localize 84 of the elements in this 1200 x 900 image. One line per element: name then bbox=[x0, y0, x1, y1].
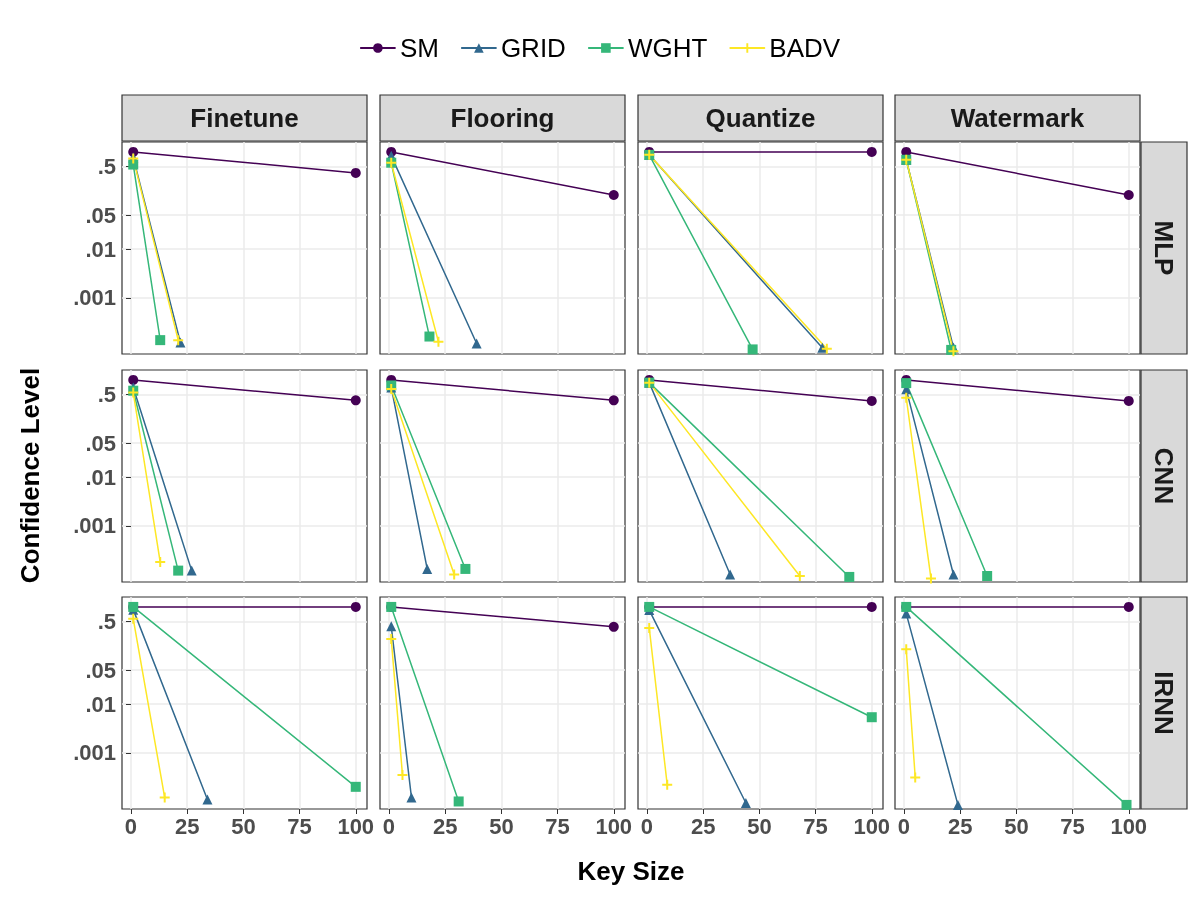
y-tick-label: .5 bbox=[97, 382, 116, 408]
x-tick-label: 75 bbox=[545, 813, 570, 839]
x-tick-label: 0 bbox=[897, 813, 911, 839]
x-tick-label: 100 bbox=[595, 813, 633, 839]
point bbox=[449, 569, 460, 580]
point bbox=[901, 392, 912, 403]
point bbox=[350, 395, 361, 406]
legend-label: GRID bbox=[500, 33, 566, 63]
chart-title: Flooring bbox=[450, 103, 555, 133]
point bbox=[794, 571, 805, 581]
y-tick-label: .01 bbox=[85, 464, 116, 490]
x-tick-label: 25 bbox=[947, 813, 973, 839]
point bbox=[662, 779, 673, 790]
x-tick-label: 0 bbox=[640, 813, 654, 839]
x-tick-label: 25 bbox=[432, 813, 458, 839]
x-tick-label: 0 bbox=[382, 813, 396, 839]
point bbox=[159, 792, 170, 803]
y2-axis-title: CNN bbox=[1149, 447, 1179, 505]
point bbox=[155, 335, 166, 346]
point bbox=[608, 621, 619, 632]
point bbox=[866, 146, 877, 157]
y-axis-title: Confidence Level bbox=[15, 367, 45, 584]
point bbox=[397, 770, 408, 781]
point bbox=[1123, 190, 1134, 201]
point bbox=[1123, 395, 1134, 406]
x-tick-label: 0 bbox=[124, 813, 138, 839]
x-tick-label: 100 bbox=[1110, 813, 1148, 839]
point bbox=[128, 613, 139, 624]
y-tick-label: .05 bbox=[85, 202, 116, 228]
point bbox=[1123, 601, 1134, 612]
point bbox=[424, 331, 435, 342]
point bbox=[386, 633, 397, 644]
y-tick-label: .01 bbox=[85, 236, 116, 262]
y-tick-label: .05 bbox=[85, 430, 116, 456]
y2-axis-title: MLP bbox=[1149, 220, 1179, 276]
x-tick-label: 50 bbox=[231, 813, 256, 839]
y-tick-label: .001 bbox=[73, 285, 116, 311]
point bbox=[866, 395, 877, 406]
y-tick-label: .05 bbox=[85, 657, 116, 683]
point bbox=[128, 159, 139, 170]
point bbox=[982, 571, 993, 581]
x-tick-label: 75 bbox=[1060, 813, 1085, 839]
y-tick-label: .01 bbox=[85, 691, 116, 717]
legend-label: BADV bbox=[769, 33, 841, 63]
point bbox=[350, 167, 361, 178]
legend-label: SM bbox=[399, 33, 439, 63]
point bbox=[453, 796, 464, 807]
point bbox=[644, 622, 655, 633]
x-tick-label: 25 bbox=[174, 813, 200, 839]
point bbox=[460, 563, 471, 574]
x-tick-label: 50 bbox=[489, 813, 514, 839]
point bbox=[433, 336, 444, 347]
legend-label: WGHT bbox=[627, 33, 708, 63]
point bbox=[128, 374, 139, 385]
chart-title: Watermark bbox=[950, 103, 1085, 133]
chart-title: Quantize bbox=[705, 103, 816, 133]
x-tick-label: 50 bbox=[1004, 813, 1029, 839]
y-tick-label: .001 bbox=[73, 513, 116, 539]
x-tick-label: 75 bbox=[287, 813, 312, 839]
point bbox=[608, 190, 619, 201]
point bbox=[901, 644, 912, 655]
y-tick-label: .001 bbox=[73, 740, 116, 766]
x-tick-label: 100 bbox=[853, 813, 891, 839]
point bbox=[155, 557, 166, 568]
x-tick-label: 50 bbox=[747, 813, 772, 839]
point bbox=[350, 781, 361, 792]
y2-axis-title: IRNN bbox=[1149, 671, 1179, 735]
point bbox=[1121, 799, 1132, 810]
point bbox=[747, 344, 758, 355]
point bbox=[173, 565, 184, 576]
point bbox=[350, 601, 361, 612]
point bbox=[866, 601, 877, 612]
point bbox=[844, 571, 855, 582]
y-tick-label: .5 bbox=[97, 609, 116, 635]
point bbox=[608, 395, 619, 406]
x-tick-label: 75 bbox=[803, 813, 828, 839]
point bbox=[866, 712, 877, 723]
point bbox=[910, 772, 921, 783]
chart-title: Finetune bbox=[190, 103, 299, 133]
x-axis-title: Key Size bbox=[577, 856, 685, 886]
x-tick-label: 25 bbox=[690, 813, 716, 839]
x-tick-label: 100 bbox=[337, 813, 375, 839]
point bbox=[925, 573, 936, 584]
y-tick-label: .5 bbox=[97, 154, 116, 180]
